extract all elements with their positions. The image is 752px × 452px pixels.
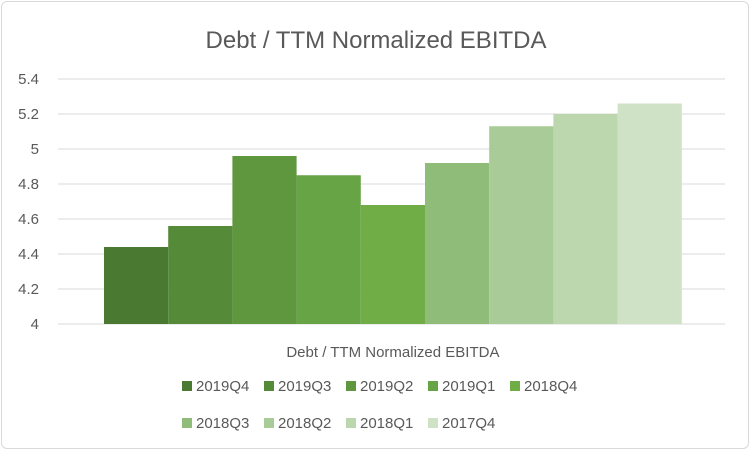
y-tick-label: 4.4: [18, 246, 39, 263]
legend: 2019Q4 2019Q3 2019Q2 2019Q1 2018Q4 2018Q3 2018…: [182, 378, 577, 432]
bar-2018Q4: [360, 205, 425, 324]
legend-label: 2019Q3: [278, 378, 331, 395]
legend-label: 2019Q1: [442, 378, 495, 395]
legend-swatch: [428, 418, 438, 428]
legend-label: 2018Q4: [524, 378, 577, 395]
bar-2019Q2: [232, 156, 297, 324]
legend-swatch: [264, 381, 274, 391]
bar-2018Q1: [553, 114, 618, 324]
legend-label: 2019Q2: [360, 378, 413, 395]
legend-label: 2018Q3: [196, 415, 249, 432]
y-tick-label: 5.2: [18, 106, 39, 123]
legend-swatch: [182, 381, 192, 391]
y-axis-ticks: 4 4.2 4.4 4.6 4.8 5 5.2 5.4: [18, 71, 39, 333]
bar-2018Q3: [425, 163, 490, 324]
legend-label: 2018Q2: [278, 415, 331, 432]
legend-swatch: [182, 418, 192, 428]
y-tick-label: 5.4: [18, 71, 39, 88]
bar-2019Q4: [104, 247, 169, 324]
x-axis-labels: Debt / TTM Normalized EBITDA: [286, 344, 499, 361]
y-tick-label: 4.2: [18, 281, 39, 298]
legend-label: 2017Q4: [442, 415, 495, 432]
legend-swatch: [428, 381, 438, 391]
legend-swatch: [264, 418, 274, 428]
legend-swatch: [346, 381, 356, 391]
legend-label: 2019Q4: [196, 378, 249, 395]
y-tick-label: 4.8: [18, 176, 39, 193]
bars: [104, 103, 682, 324]
bar-2017Q4: [617, 103, 682, 324]
x-category-label: Debt / TTM Normalized EBITDA: [286, 344, 499, 361]
chart-title: Debt / TTM Normalized EBITDA: [206, 27, 547, 54]
legend-swatch: [346, 418, 356, 428]
legend-label: 2018Q1: [360, 415, 413, 432]
bar-2019Q3: [168, 226, 233, 324]
y-tick-label: 5: [31, 141, 39, 158]
legend-swatch: [510, 381, 520, 391]
bar-2019Q1: [296, 175, 361, 324]
y-tick-label: 4: [31, 316, 39, 333]
bar-2018Q2: [489, 126, 554, 324]
y-tick-label: 4.6: [18, 211, 39, 228]
